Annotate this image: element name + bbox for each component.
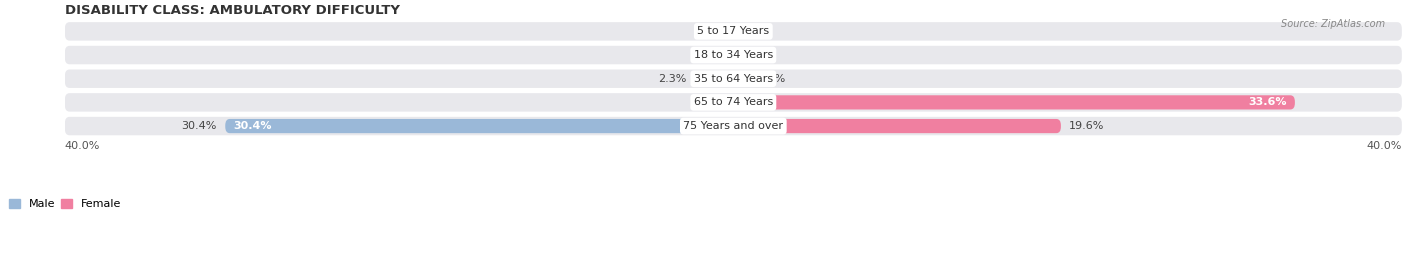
- FancyBboxPatch shape: [734, 119, 1062, 133]
- Text: 65 to 74 Years: 65 to 74 Years: [693, 97, 773, 107]
- FancyBboxPatch shape: [734, 95, 1295, 110]
- FancyBboxPatch shape: [695, 72, 734, 86]
- Text: 75 Years and over: 75 Years and over: [683, 121, 783, 131]
- FancyBboxPatch shape: [65, 46, 1402, 64]
- FancyBboxPatch shape: [65, 93, 1402, 112]
- Text: 0.0%: 0.0%: [697, 50, 725, 60]
- Text: 2.3%: 2.3%: [658, 74, 686, 84]
- Text: 0.0%: 0.0%: [742, 26, 770, 36]
- Text: 40.0%: 40.0%: [1367, 141, 1402, 151]
- Text: 0.0%: 0.0%: [697, 97, 725, 107]
- Text: 33.6%: 33.6%: [1249, 97, 1286, 107]
- Text: Source: ZipAtlas.com: Source: ZipAtlas.com: [1281, 19, 1385, 29]
- FancyBboxPatch shape: [225, 119, 734, 133]
- Text: 40.0%: 40.0%: [65, 141, 100, 151]
- Text: 18 to 34 Years: 18 to 34 Years: [693, 50, 773, 60]
- Text: 19.6%: 19.6%: [1069, 121, 1105, 131]
- FancyBboxPatch shape: [65, 69, 1402, 88]
- Text: 0.0%: 0.0%: [697, 26, 725, 36]
- Text: DISABILITY CLASS: AMBULATORY DIFFICULTY: DISABILITY CLASS: AMBULATORY DIFFICULTY: [65, 4, 399, 17]
- Text: 30.4%: 30.4%: [233, 121, 273, 131]
- Text: 35 to 64 Years: 35 to 64 Years: [693, 74, 773, 84]
- Text: 0.0%: 0.0%: [742, 50, 770, 60]
- FancyBboxPatch shape: [734, 72, 742, 86]
- FancyBboxPatch shape: [65, 117, 1402, 135]
- Text: 5 to 17 Years: 5 to 17 Years: [697, 26, 769, 36]
- Legend: Male, Female: Male, Female: [4, 194, 125, 214]
- FancyBboxPatch shape: [65, 22, 1402, 41]
- Text: 0.53%: 0.53%: [751, 74, 786, 84]
- Text: 30.4%: 30.4%: [181, 121, 217, 131]
